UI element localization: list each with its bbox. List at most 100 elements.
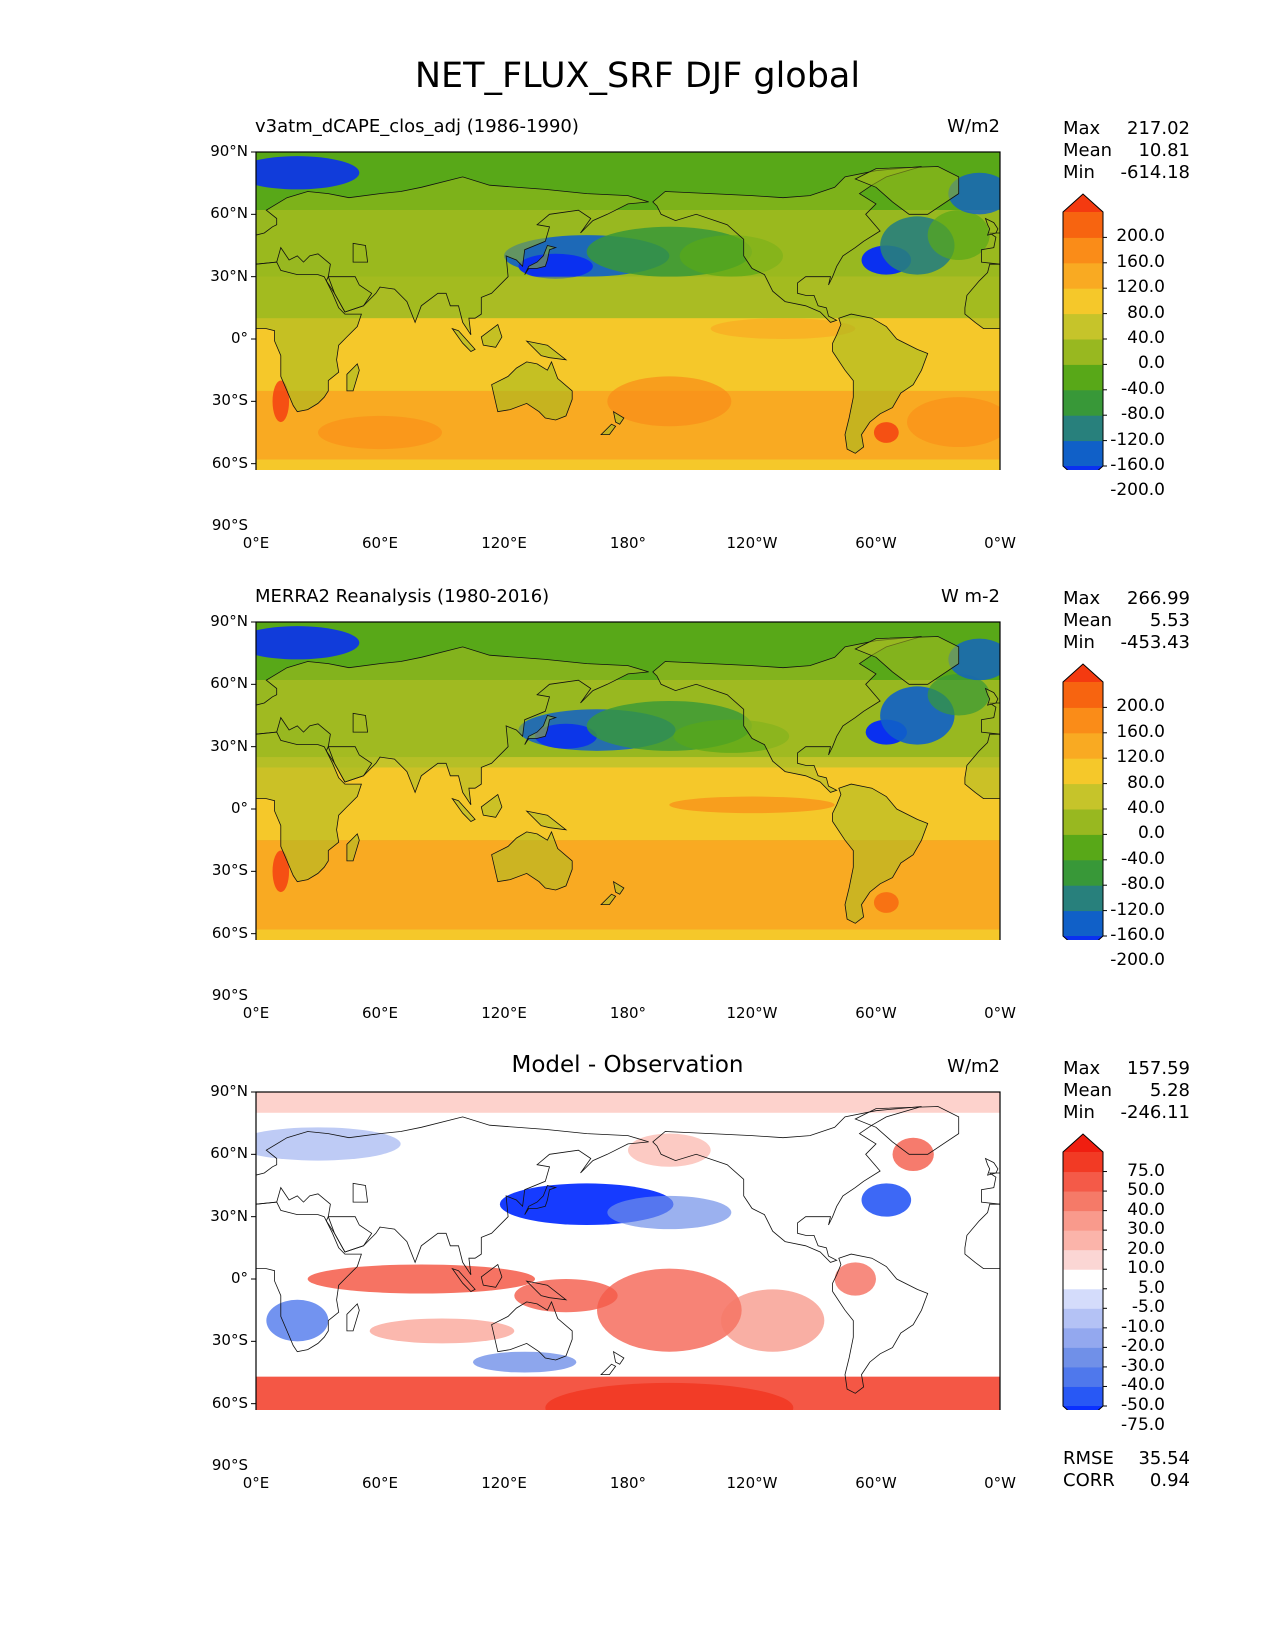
colorbar-label: 20.0 (1127, 1238, 1165, 1259)
lat-tick-label: 60°N (210, 1144, 248, 1163)
field-region (272, 850, 290, 893)
colorbar-max-extend (1063, 1134, 1103, 1152)
coastline-iberia (981, 702, 1000, 735)
panel-units: W m-2 (940, 586, 1000, 607)
coastline-borneo (480, 793, 503, 818)
coastline-westafrica (964, 263, 1000, 329)
colorbar-label: -200.0 (1110, 480, 1165, 501)
colorbar-segment (1063, 1152, 1103, 1173)
lon-tick-label: 0°W (984, 1004, 1016, 1022)
colorbar-segment (1063, 732, 1103, 759)
field-region (607, 1195, 732, 1230)
coastline-japan (524, 715, 558, 745)
lon-tick-label: 120°W (726, 1004, 778, 1022)
coastline-newguinea (525, 810, 568, 831)
stat-max-label: Max (1063, 588, 1101, 609)
lon-tick-label: 180° (609, 1474, 647, 1492)
colorbar-segment (1063, 885, 1103, 912)
colorbar-segment (1063, 389, 1103, 416)
lat-tick-label: 30°N (210, 736, 248, 755)
colorbar-label: -50.0 (1121, 1395, 1165, 1415)
colorbar-max-extend (1063, 194, 1103, 212)
stat-min-label: Min (1063, 162, 1095, 183)
coastline-nz_south (600, 423, 617, 435)
lon-tick-label: 60°W (855, 1474, 897, 1492)
colorbar (1062, 1133, 1107, 1410)
lon-tick-label: 120°E (481, 1004, 527, 1022)
colorbar-label: 160.0 (1116, 251, 1165, 272)
colorbar-segment (1063, 758, 1103, 785)
lon-tick-label: 60°E (361, 1474, 399, 1492)
lat-tick-label: 30°N (210, 1206, 248, 1225)
colorbar (1062, 193, 1107, 470)
colorbar-max-extend (1063, 664, 1103, 682)
panel-model: v3atm_dCAPE_clos_adj (1986-1990) W/m2 90… (0, 0, 1275, 552)
rmse-label: RMSE (1063, 1448, 1114, 1469)
stat-min-value: -246.11 (1120, 1102, 1190, 1123)
stat-mean-value: 10.81 (1138, 140, 1190, 161)
rmse-value: 35.54 (1138, 1448, 1190, 1469)
field-region (907, 397, 1000, 448)
coastline-iberia (981, 232, 1000, 265)
stat-min-label: Min (1063, 632, 1095, 653)
lat-tick-label: 0° (230, 1269, 248, 1287)
coastline-southamerica (832, 313, 929, 454)
colorbar-label: 0.0 (1137, 823, 1165, 844)
lat-tick-label: 90°N (210, 142, 248, 160)
colorbar-label: 200.0 (1116, 226, 1165, 247)
field-region (628, 1133, 711, 1167)
colorbar-min-extend (1063, 1406, 1103, 1410)
colorbar-label: 0.0 (1137, 353, 1165, 374)
colorbar-label: -10.0 (1121, 1316, 1165, 1337)
colorbar-segment (1063, 1249, 1103, 1270)
coastline-australia (491, 830, 573, 891)
lat-tick-label: 60°N (210, 674, 248, 693)
stat-min-value: -453.43 (1120, 632, 1190, 653)
colorbar-label: -80.0 (1121, 874, 1165, 895)
map-plot (251, 151, 1107, 470)
panel-title: Model - Observation (511, 1052, 744, 1078)
panel-units: W/m2 (947, 116, 1000, 137)
coastline-newguinea (525, 340, 568, 361)
coastline-westafrica (964, 1203, 1000, 1269)
coastline-africa (256, 731, 362, 883)
lon-tick-label: 0°E (242, 534, 270, 552)
coastline-eurasia (256, 1116, 649, 1276)
coastline-southamerica (832, 1253, 929, 1394)
coastline-arabia (327, 746, 373, 783)
lat-tick-label: 90°S (211, 986, 248, 1004)
colorbar-segment (1063, 1288, 1103, 1309)
colorbar-segment (1063, 313, 1103, 340)
colorbar-label: 40.0 (1127, 328, 1165, 348)
colorbar-segment (1063, 1347, 1103, 1368)
panel-units: W/m2 (947, 1056, 1000, 1077)
field-region (948, 638, 1000, 681)
colorbar-segment (1063, 440, 1103, 467)
field-region (948, 172, 1000, 215)
colorbar-label: 160.0 (1116, 721, 1165, 742)
stat-mean-label: Mean (1063, 1080, 1113, 1101)
corr-value: 0.94 (1149, 1470, 1190, 1491)
colorbar-label: 80.0 (1127, 772, 1165, 793)
coastline-caspian (352, 242, 369, 263)
colorbar (1062, 663, 1107, 940)
lon-tick-label: 180° (609, 1004, 647, 1022)
field-region (861, 1183, 912, 1217)
colorbar-label: 40.0 (1127, 1199, 1165, 1220)
coastline-greatbritain (984, 1157, 999, 1176)
coastline-southamerica (832, 783, 929, 924)
map-plot (251, 621, 1107, 940)
coastline-newguinea (525, 1280, 568, 1301)
lon-tick-label: 180° (609, 534, 647, 552)
colorbar-segment (1063, 859, 1103, 886)
colorbar-segment (1063, 288, 1103, 315)
lon-tick-label: 0°E (242, 1004, 270, 1022)
colorbar-label: -40.0 (1121, 1375, 1165, 1396)
figure-title: NET_FLUX_SRF DJF global (414, 56, 861, 96)
colorbar-segment (1063, 783, 1103, 810)
coastline-iberia (981, 1172, 1000, 1205)
coastline-greenland (854, 636, 960, 685)
lon-tick-label: 0°W (984, 1474, 1016, 1492)
panel-title: v3atm_dCAPE_clos_adj (1986-1990) (255, 116, 579, 137)
field-region (266, 1299, 329, 1342)
